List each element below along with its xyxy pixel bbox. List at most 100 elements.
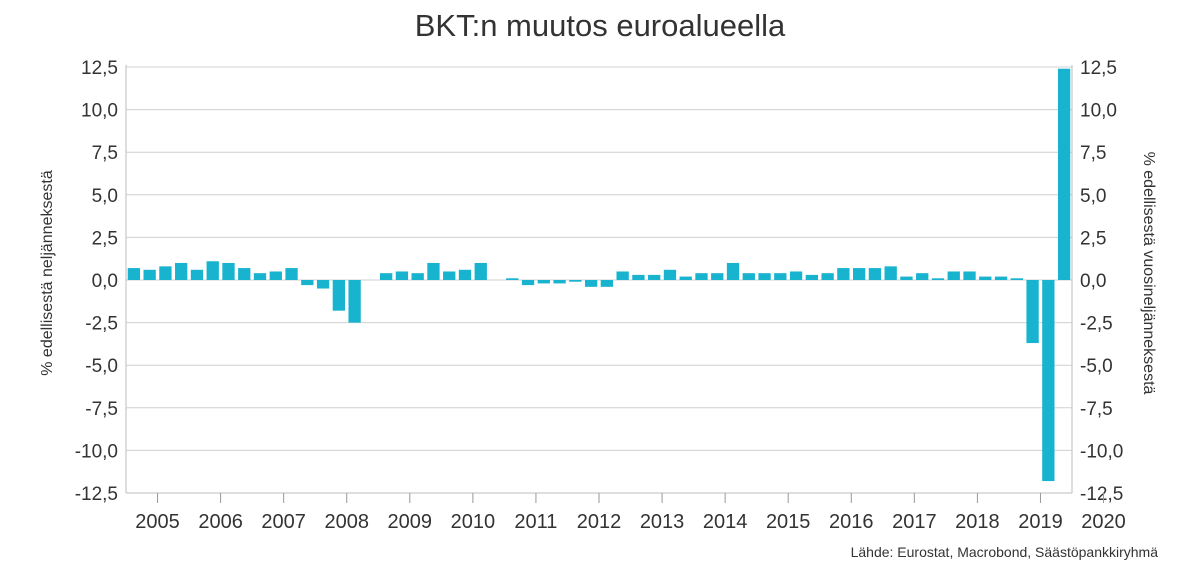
bar — [916, 273, 929, 280]
y-tick-label-right: 0,0 — [1080, 271, 1106, 292]
bar — [616, 271, 629, 280]
bar — [348, 280, 361, 323]
bar — [837, 268, 850, 280]
y-tick-label-right: 10,0 — [1080, 101, 1117, 122]
bar — [868, 268, 882, 280]
bar — [458, 269, 472, 280]
x-tick-label: 2013 — [640, 511, 685, 533]
bar — [537, 280, 550, 284]
x-tick-label: 2015 — [766, 511, 811, 533]
bars — [127, 68, 1071, 482]
bar — [963, 271, 976, 280]
y-axis-title-right: % edellisestä vuosineljänneksestä — [1140, 152, 1157, 395]
y-tick-label-left: -10,0 — [75, 441, 118, 462]
bar — [695, 273, 708, 280]
x-tick-label: 2019 — [1018, 511, 1063, 533]
x-tick-label: 2008 — [324, 511, 369, 533]
x-tick-label: 2009 — [388, 511, 433, 533]
y-tick-label-right: -5,0 — [1080, 356, 1113, 377]
x-tick-label: 2017 — [892, 511, 937, 533]
bar — [994, 276, 1008, 280]
y-tick-label-left: 5,0 — [92, 186, 118, 207]
y-tick-label-right: 2,5 — [1080, 228, 1106, 249]
bar — [569, 280, 582, 282]
bar — [663, 269, 677, 280]
y-ticks-right: 12,5 10,0 7,5 5,0 2,5 0,0 -2,5 -5,0 -7,5 -10,0 -12… — [1080, 58, 1123, 505]
bar — [1057, 68, 1071, 280]
bar — [711, 273, 724, 280]
gridlines — [126, 66, 1072, 494]
bar — [758, 273, 771, 280]
bar — [1026, 280, 1039, 344]
bar — [884, 266, 897, 280]
y-tick-label-left: 2,5 — [92, 228, 118, 249]
bar — [1010, 278, 1023, 280]
y-tick-label-left: -12,5 — [75, 484, 118, 505]
y-tick-label-left: -7,5 — [85, 399, 118, 420]
y-tick-label-right: -10,0 — [1080, 441, 1123, 462]
x-ticks: 2005 2006 2007 2008 2009 2010 2011 2012 2013 2014… — [135, 493, 1126, 533]
bar — [979, 276, 992, 280]
bar — [301, 280, 314, 286]
bar — [584, 280, 598, 287]
bar — [947, 271, 960, 280]
y-tick-label-right: 7,5 — [1080, 143, 1106, 164]
bar — [143, 269, 156, 280]
bar — [127, 268, 141, 280]
bar — [443, 271, 456, 280]
bar — [789, 271, 803, 280]
x-tick-label: 2020 — [1081, 511, 1126, 533]
bar — [222, 262, 235, 280]
bar — [1042, 280, 1055, 482]
bar — [269, 271, 282, 280]
bar — [726, 262, 740, 280]
x-tick-label: 2016 — [829, 511, 874, 533]
bar — [805, 274, 818, 280]
bar — [380, 273, 393, 280]
y-tick-label-left: 7,5 — [92, 143, 118, 164]
y-tick-label-left: 10,0 — [81, 101, 118, 122]
bar — [316, 280, 330, 289]
bar — [679, 276, 692, 280]
bar — [395, 271, 409, 280]
bar — [411, 273, 424, 280]
bar — [474, 262, 487, 280]
axes — [125, 65, 1073, 494]
y-tick-label-right: 5,0 — [1080, 186, 1106, 207]
x-tick-label: 2012 — [577, 511, 622, 533]
bar — [853, 268, 866, 280]
bar — [600, 280, 614, 287]
chart-title: BKT:n muutos euroalueella — [414, 8, 786, 43]
bar — [427, 262, 440, 280]
bar — [238, 268, 251, 280]
source-note: Lähde: Eurostat, Macrobond, Säästöpankki… — [850, 544, 1158, 560]
y-ticks-left: 12,5 10,0 7,5 5,0 2,5 0,0 -2,5 -5,0 -7,5 -10,0 -12… — [75, 58, 118, 505]
bar — [206, 261, 219, 280]
x-tick-label: 2014 — [703, 511, 748, 533]
bar — [900, 276, 913, 280]
bar — [774, 273, 787, 280]
bar — [285, 268, 298, 280]
y-tick-label-right: 12,5 — [1080, 58, 1117, 79]
bar — [506, 278, 519, 280]
y-tick-label-right: -7,5 — [1080, 399, 1113, 420]
y-tick-label-left: 0,0 — [92, 271, 118, 292]
x-tick-label: 2010 — [451, 511, 496, 533]
y-tick-label-left: -2,5 — [85, 314, 118, 335]
y-tick-label-right: -12,5 — [1080, 484, 1123, 505]
bar — [159, 266, 172, 280]
bar — [931, 278, 945, 280]
bar — [190, 269, 204, 280]
x-tick-label: 2018 — [955, 511, 1000, 533]
x-tick-label: 2007 — [261, 511, 306, 533]
y-tick-label-left: -5,0 — [85, 356, 118, 377]
y-tick-label-left: 12,5 — [81, 58, 118, 79]
y-axis-title-left: % edellisestä neljänneksestä — [39, 170, 56, 376]
x-tick-label: 2011 — [514, 511, 557, 533]
bar — [521, 280, 535, 286]
x-tick-label: 2005 — [135, 511, 180, 533]
x-tick-label: 2006 — [198, 511, 243, 533]
y-tick-label-right: -2,5 — [1080, 314, 1113, 335]
bar — [632, 274, 645, 280]
